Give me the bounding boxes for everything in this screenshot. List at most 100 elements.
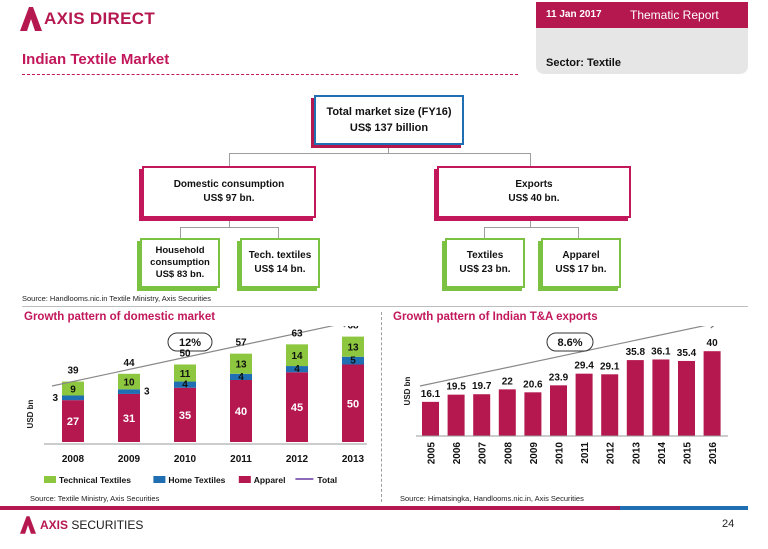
footer-brand-first: AXIS [40, 518, 69, 532]
domestic-bar-apparel [286, 372, 308, 442]
exports-value-label: 20.6 [523, 379, 543, 390]
exports-value-label: 22 [502, 376, 514, 387]
exports-x-tick: 2013 [631, 442, 642, 465]
exports-chart-title: Growth pattern of Indian T&A exports [393, 311, 598, 323]
tech-title: Tech. textiles [248, 250, 312, 261]
total-market-value: US$ 137 billion [349, 122, 429, 134]
domestic-total-label: 39 [67, 366, 79, 377]
domestic-bar-technical-textiles [342, 336, 364, 357]
tree-connector [578, 227, 579, 238]
exports-bar [626, 360, 644, 436]
report-type: Thematic Report [630, 8, 719, 22]
domestic-x-tick: 2008 [62, 454, 85, 465]
sector-label: Sector: Textile [546, 57, 621, 69]
domestic-total-label: 57 [235, 338, 247, 349]
domestic-x-tick: 2012 [286, 454, 309, 465]
tech-value: US$ 14 bn. [254, 264, 306, 275]
tree-connector [484, 227, 579, 228]
domestic-bar-apparel [118, 393, 140, 442]
legend-label: Apparel [254, 475, 286, 485]
domestic-bar-technical-textiles [230, 353, 252, 374]
exports-value-label: 40 [707, 338, 719, 349]
brand-logo: AXIS DIRECT [20, 6, 180, 32]
apparel-title: Apparel [562, 250, 600, 261]
exports-trend-arrow [419, 326, 717, 387]
domestic-bar-apparel [342, 364, 364, 442]
domestic-segment-label: 10 [123, 378, 135, 389]
exports-box: Exports US$ 40 bn. [437, 166, 631, 218]
exports-x-tick: 2012 [606, 442, 617, 465]
domestic-bar-home-textiles [342, 356, 364, 365]
domestic-segment-label: 14 [291, 351, 303, 362]
exports-value-label: 16.1 [421, 389, 441, 400]
domestic-segment-label: 45 [291, 402, 303, 414]
tree-source: Source: Handlooms.nic.in Textile Ministr… [22, 294, 211, 303]
exports-cagr-badge [546, 332, 594, 352]
exports-value-label: 29.4 [574, 361, 594, 372]
exports-bar [601, 374, 619, 436]
domestic-segment-label: 31 [123, 413, 135, 425]
exports-bar [498, 389, 516, 436]
domestic-bar-apparel [230, 380, 252, 442]
domestic-chart-title: Growth pattern of domestic market [24, 311, 216, 323]
exports-bar [652, 359, 670, 436]
apparel-box: Apparel US$ 17 bn. [541, 238, 621, 288]
exports-x-tick: 2005 [427, 442, 438, 465]
tree-connector [278, 227, 279, 238]
exports-x-tick: 2009 [529, 442, 540, 465]
domestic-segment-label: 5 [350, 356, 356, 367]
exports-bar [422, 401, 439, 436]
domestic-segment-label: 35 [179, 410, 191, 422]
exports-x-tick: 2015 [683, 442, 694, 465]
domestic-total-label: 50 [179, 349, 191, 360]
exports-bar [473, 394, 491, 436]
exports-value: US$ 40 bn. [508, 193, 560, 204]
domestic-segment-label: 4 [294, 364, 300, 375]
page-title: Indian Textile Market [22, 51, 170, 68]
domestic-consumption-box: Domestic consumption US$ 97 bn. [142, 166, 316, 218]
domestic-y-axis-label: USD bn [26, 399, 35, 428]
tree-connector [180, 227, 181, 238]
tree-connector [530, 153, 531, 166]
domestic-cagr-badge [167, 332, 213, 352]
exports-title: Exports [515, 179, 553, 190]
legend-swatch [44, 476, 56, 483]
textiles-box: Textiles US$ 23 bn. [445, 238, 525, 288]
textiles-value: US$ 23 bn. [459, 264, 511, 275]
exports-bar [447, 394, 465, 436]
domestic-x-tick: 2011 [230, 454, 252, 465]
legend-swatch [153, 476, 166, 483]
domestic-cagr-label: 12% [179, 337, 201, 349]
domestic-bar-home-textiles [62, 395, 84, 401]
exports-value-label: 35.8 [626, 347, 646, 358]
domestic-bar-technical-textiles [286, 344, 308, 367]
section-divider [22, 306, 748, 307]
exports-value-label: 23.9 [549, 372, 569, 383]
domestic-segment-label: 4 [238, 372, 244, 383]
household-box: Household consumption US$ 83 bn. [140, 238, 220, 288]
domestic-bar-technical-textiles [62, 381, 84, 396]
exports-x-tick: 2006 [452, 442, 463, 465]
exports-chart-source: Source: Himatsingka, Handlooms.nic.in, A… [400, 494, 584, 503]
exports-value-label: 29.1 [600, 361, 620, 372]
domestic-bar-technical-textiles [174, 364, 196, 382]
domestic-x-tick: 2009 [118, 454, 141, 465]
domestic-bar-technical-textiles [118, 373, 140, 390]
exports-x-tick: 2011 [580, 442, 591, 464]
domestic-chart-source: Source: Textile Ministry, Axis Securitie… [30, 494, 160, 503]
exports-bar [524, 392, 542, 436]
footer-bar-blue [620, 506, 748, 510]
domestic-total-label: 63 [291, 328, 303, 339]
footer-logo: AXIS SECURITIES [20, 515, 150, 535]
tree-connector [484, 227, 485, 238]
page-number: 24 [722, 518, 735, 530]
domestic-bar-home-textiles [230, 373, 252, 380]
brand-name-second: DIRECT [89, 9, 155, 28]
legend-label: Total [317, 475, 337, 485]
exports-x-tick: 2016 [708, 442, 719, 465]
brand-name-first: AXIS [44, 9, 85, 28]
tree-connector [229, 153, 531, 154]
column-divider [381, 312, 382, 502]
textiles-title: Textiles [466, 250, 504, 261]
